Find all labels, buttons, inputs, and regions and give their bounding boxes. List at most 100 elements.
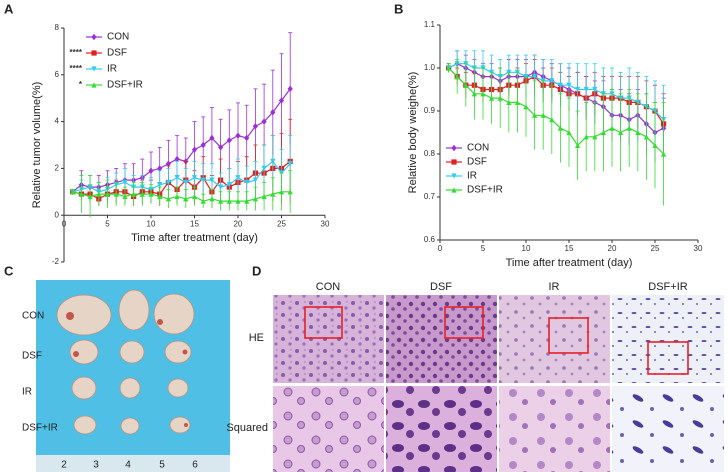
legend-swatch (91, 33, 97, 41)
x-tick-label: 10 (147, 219, 156, 228)
point-marker (557, 82, 563, 88)
photo-label: DSF (22, 351, 42, 362)
y-tick-label: 6 (55, 70, 60, 79)
row-label: HE (249, 332, 264, 344)
significance-mark: **** (70, 48, 83, 57)
point-marker (226, 182, 232, 188)
point-marker (174, 155, 180, 163)
point-marker (532, 74, 538, 80)
point-marker (575, 86, 581, 93)
x-tick-label: 30 (694, 244, 703, 253)
y-tick-label: 0.8 (424, 149, 436, 158)
point-marker (549, 117, 555, 123)
point-marker (70, 189, 76, 195)
point-marker (506, 99, 512, 105)
row-label: Squared (226, 422, 268, 434)
point-marker (209, 196, 215, 202)
ruler-number: 6 (192, 460, 198, 471)
legend-swatch (91, 66, 97, 72)
point-marker (104, 191, 111, 197)
x-tick-label: 0 (438, 244, 443, 253)
point-marker (209, 177, 215, 183)
legend-label: IR (107, 64, 117, 75)
x-tick-label: 5 (481, 244, 486, 253)
point-marker (157, 182, 163, 188)
point-marker (218, 184, 224, 190)
point-marker (270, 158, 276, 164)
point-marker (261, 193, 267, 200)
point-marker (209, 134, 215, 142)
series-line (448, 63, 665, 121)
point-marker (157, 165, 163, 172)
y-axis-title: Relative body weighe(%) (407, 72, 419, 194)
point-marker (113, 191, 119, 197)
point-marker (122, 179, 128, 186)
x-tick-label: 20 (234, 219, 243, 228)
point-marker (200, 177, 206, 183)
point-marker (131, 191, 137, 197)
y-tick-label: 0 (55, 210, 60, 219)
point-marker (252, 123, 258, 130)
point-marker (218, 144, 224, 151)
point-marker (148, 167, 154, 174)
point-marker (218, 198, 224, 204)
point-marker (446, 65, 452, 71)
point-marker (635, 129, 641, 136)
y-tick-label: 4 (55, 117, 60, 126)
histology-images (273, 295, 724, 472)
legend-label: DSF+IR (107, 80, 143, 91)
y-axis-title: Relative tumor volume(%) (31, 82, 43, 209)
point-marker (191, 193, 198, 200)
legend-swatch (451, 144, 457, 152)
photo-label: IR (22, 387, 32, 398)
point-marker (270, 191, 276, 197)
point-marker (497, 95, 503, 101)
column-label: CON (316, 281, 341, 293)
point-marker (566, 82, 572, 88)
point-marker (661, 151, 667, 157)
point-marker (244, 198, 250, 204)
y-tick-label: 0.6 (424, 235, 436, 244)
legend-label: CON (107, 32, 129, 43)
point-marker (244, 179, 250, 186)
x-axis-title: Time after treatment (day) (131, 232, 258, 244)
y-tick-label: 8 (55, 23, 60, 32)
point-marker (566, 129, 572, 136)
tumor-photo (36, 280, 230, 472)
point-marker (252, 177, 258, 183)
panel-label: A (4, 1, 14, 16)
significance-mark: * (79, 80, 83, 89)
legend-label: IR (467, 171, 477, 182)
x-tick-label: 25 (277, 219, 286, 228)
legend-swatch (451, 173, 457, 179)
point-marker (287, 161, 293, 167)
legend-label: CON (467, 143, 489, 154)
point-marker (592, 86, 598, 93)
point-marker (200, 198, 206, 204)
point-marker (244, 134, 250, 142)
panel-label: D (252, 263, 261, 278)
x-tick-label: 15 (565, 244, 574, 253)
x-tick-label: 0 (62, 219, 67, 228)
x-tick-label: 30 (321, 219, 330, 228)
photo-label: DSF+IR (22, 423, 58, 434)
point-marker (471, 91, 477, 97)
point-marker (618, 129, 624, 136)
point-marker (165, 160, 171, 167)
point-marker (454, 74, 460, 80)
point-marker (139, 191, 145, 197)
point-marker (600, 129, 606, 136)
x-tick-label: 5 (105, 219, 110, 228)
legend-swatch (451, 187, 457, 193)
point-marker (183, 196, 189, 202)
ruler-number: 4 (125, 460, 131, 471)
y-tick-label: 2 (55, 164, 60, 173)
point-marker (191, 175, 198, 181)
point-marker (226, 198, 232, 204)
point-marker (235, 198, 241, 204)
significance-mark: **** (70, 64, 83, 73)
panel-label: B (394, 1, 403, 16)
point-marker (514, 99, 520, 105)
point-marker (183, 179, 189, 186)
point-marker (270, 109, 276, 116)
